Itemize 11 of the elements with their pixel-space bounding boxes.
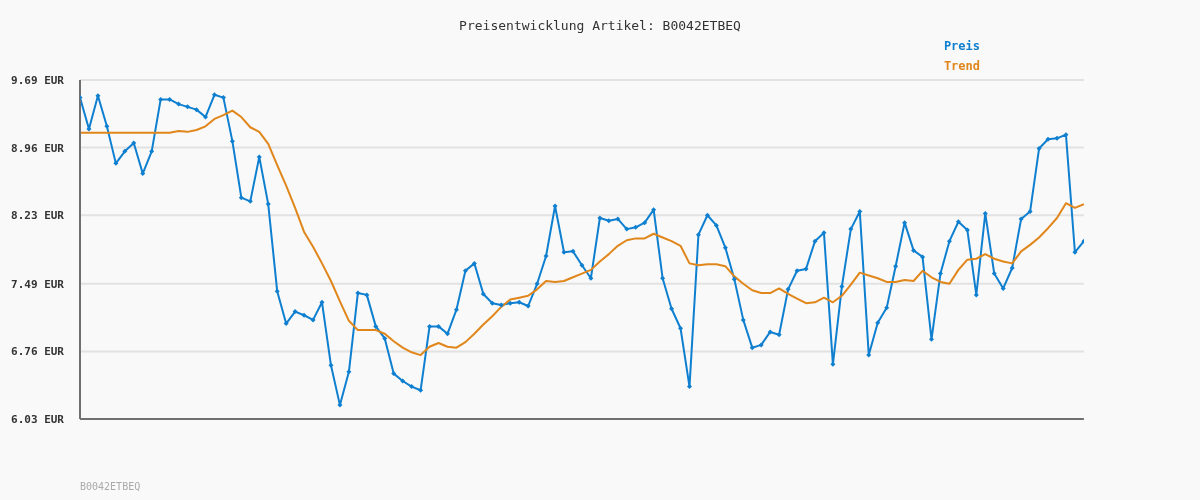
line-series bbox=[80, 109, 1084, 357]
chart-title: Preisentwicklung Artikel: B0042ETBEQ bbox=[458, 18, 742, 33]
text: B0042ETBEQ bbox=[80, 481, 141, 492]
y-tick-label: 6.76 EUR bbox=[11, 345, 65, 359]
y-tick-label: 6.03 EUR bbox=[11, 412, 65, 426]
y-tick-label: 7.49 EUR bbox=[11, 277, 65, 291]
y-tick-label: 9.69 EUR bbox=[11, 73, 65, 87]
text: Trend bbox=[943, 58, 980, 75]
y-tick-label: 8.96 EUR bbox=[11, 141, 65, 155]
y-tick-label: 8.23 EUR bbox=[11, 209, 65, 223]
text: Preis bbox=[943, 38, 980, 55]
